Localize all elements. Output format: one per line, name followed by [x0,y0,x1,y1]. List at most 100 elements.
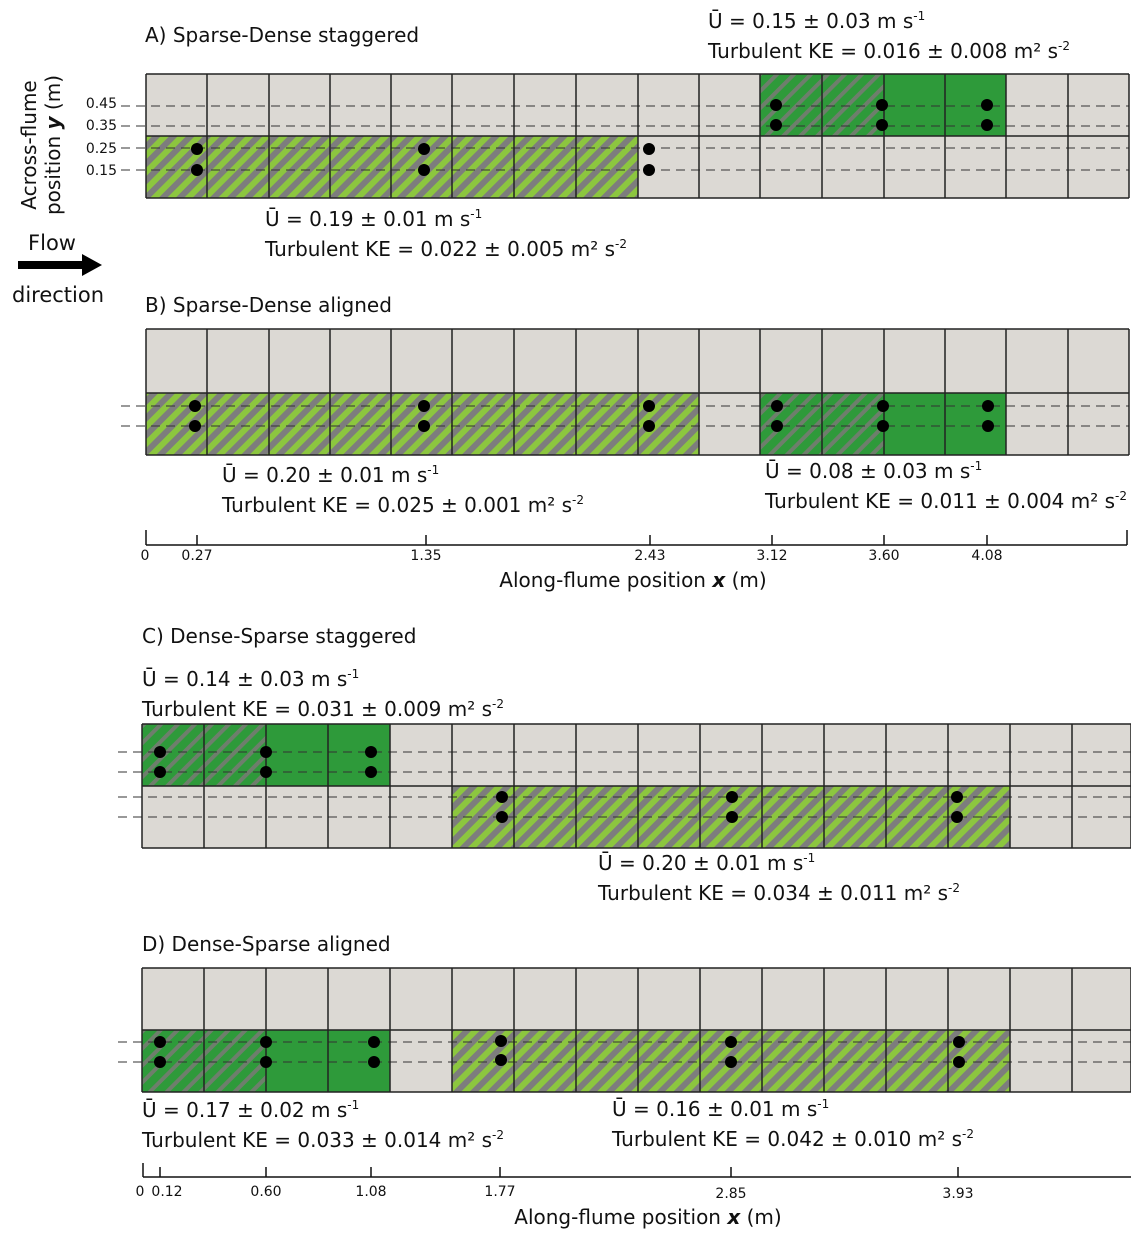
panel-a-stat-1-tke: Turbulent KE = 0.022 ± 0.005 m² s-2 [264,237,627,261]
flume-cell [1072,968,1131,1030]
flume-cell [146,329,207,393]
panel-b-flume [121,328,1130,456]
flume-cell [1006,74,1068,136]
panel-d-stat-1-tke: Turbulent KE = 0.033 ± 0.014 m² s-2 [141,1128,504,1152]
panel-d-stat-2-u: Ū = 0.16 ± 0.01 m s-1 [612,1097,829,1121]
measurement-point [365,766,377,778]
x-axis-1-tick-label: 0.27 [181,548,212,564]
flume-cell [824,724,886,786]
measurement-point [953,1056,965,1068]
flume-cell [269,329,330,393]
flume-cell [1072,1030,1131,1092]
flume-cell [330,74,391,136]
x-axis-1-title: Along-flume position x (m) [499,568,766,592]
panel-a-stat-2-tke: Turbulent KE = 0.016 ± 0.008 m² s-2 [707,39,1070,63]
x-axis-2-tick-label: 0.60 [250,1184,281,1200]
x-axis-1-tick-label: 2.43 [634,548,665,564]
measurement-point [725,1056,737,1068]
flume-cell [142,968,204,1030]
x-axis-1-tick-label: 1.35 [410,548,441,564]
flume-cell [824,968,886,1030]
measurement-point [418,164,430,176]
flume-cell [266,968,328,1030]
measurement-point [260,1056,272,1068]
panel-c-stat-2-tke: Turbulent KE = 0.034 ± 0.011 m² s-2 [597,881,960,905]
measurement-point [643,420,655,432]
flume-cell [760,329,822,393]
x-axis-2-tick-label: 2.85 [715,1186,746,1202]
panel-b-stat-1-u: Ū = 0.20 ± 0.01 m s-1 [222,463,439,487]
flume-cell [948,724,1010,786]
flume-cell [945,74,1006,136]
flume-cell [700,724,762,786]
measurement-point [726,791,738,803]
flume-cell [886,1030,948,1092]
measurement-point [495,1035,507,1047]
flume-cell [390,968,452,1030]
flume-cell [762,1030,824,1092]
measurement-point [154,1036,166,1048]
measurement-point [725,1036,737,1048]
flume-cell [1006,329,1068,393]
flume-cell [142,724,204,786]
measurement-point [418,420,430,432]
flume-cell [884,74,945,136]
flume-cell [514,136,576,198]
measurement-point [496,811,508,823]
measurement-point [154,766,166,778]
flume-cell [391,74,452,136]
measurement-point [770,99,782,111]
flume-cell [699,74,760,136]
flume-cell [945,393,1006,455]
measurement-point [982,420,994,432]
measurement-point [260,746,272,758]
measurement-point [876,99,888,111]
flume-cell [391,329,452,393]
flume-cell [699,329,760,393]
panel-c-title: C) Dense-Sparse staggered [142,624,416,648]
flume-cell [204,968,266,1030]
measurement-point [496,791,508,803]
flume-cell [1068,136,1129,198]
flume-cell [884,329,945,393]
x-axis-2-tick-label: 3.93 [942,1186,973,1202]
flume-cell [884,393,945,455]
flume-cell [207,136,269,198]
measurement-point [951,811,963,823]
measurement-point [771,400,783,412]
flume-cell [269,393,330,455]
measurement-point [191,143,203,155]
measurement-point [260,766,272,778]
measurement-point [365,746,377,758]
flume-cell [452,393,514,455]
measurement-point [189,400,201,412]
flume-cell [328,1030,390,1092]
flume-cell [576,74,638,136]
flume-cell [390,724,452,786]
measurement-point [981,119,993,131]
panel-d-flume [118,967,1131,1093]
measurement-point [982,400,994,412]
flume-cell [452,724,514,786]
flume-cell [452,74,514,136]
flume-cell [514,968,576,1030]
flume-cell [1068,74,1129,136]
flume-cell [638,329,699,393]
flow-arrow [18,254,102,276]
y-tick-label: 0.25 [86,141,117,157]
flume-cell [330,329,391,393]
flume-cell [699,393,760,455]
flume-cell [330,136,391,198]
flume-cell [886,968,948,1030]
flume-cell [207,329,269,393]
measurement-point [368,1056,380,1068]
flume-cell [328,724,390,786]
measurement-point [726,811,738,823]
flume-cell [1010,968,1072,1030]
y-axis-title-line1: Across-flume [17,80,41,209]
x-axis-2-tick-label: 0.12 [151,1184,182,1200]
flume-cell [146,74,207,136]
flume-cell [1068,329,1129,393]
flume-cell [330,393,391,455]
